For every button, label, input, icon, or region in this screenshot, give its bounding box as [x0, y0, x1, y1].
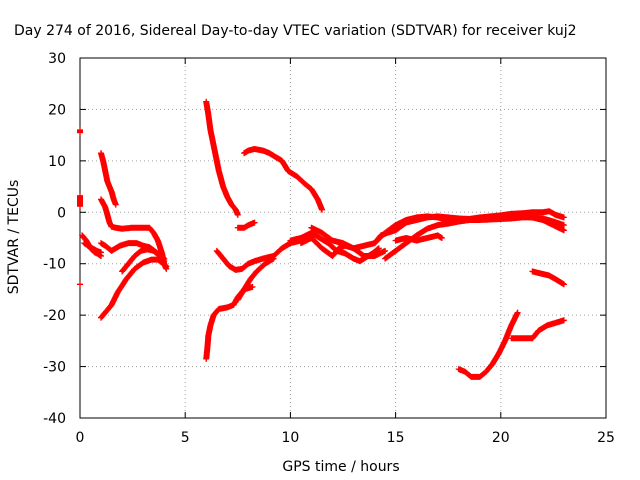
data-point-trace [119, 246, 168, 275]
y-tick-label: 10 [48, 154, 66, 170]
series-s22 [392, 232, 445, 244]
series-s14 [234, 219, 258, 231]
data-point-trace [77, 192, 83, 210]
data-point-trace [508, 317, 567, 342]
y-tick-label: -20 [43, 308, 66, 324]
y-tick-label: -30 [43, 360, 66, 376]
series-s25 [529, 268, 567, 288]
data-point-trace [203, 283, 256, 362]
x-tick-label: 15 [387, 430, 405, 446]
series-s10 [119, 246, 168, 275]
data-point-trace [81, 240, 104, 256]
data-point-trace [234, 219, 258, 231]
series-s23 [455, 309, 521, 380]
series-s6 [98, 150, 119, 208]
series-s1 [77, 127, 83, 136]
data-point-trace [241, 146, 325, 213]
series-s21 [382, 213, 567, 262]
x-tick-label: 25 [597, 430, 615, 446]
data-point-trace [455, 309, 521, 380]
series-s24 [508, 317, 567, 342]
y-tick-label: 20 [48, 102, 66, 118]
chart-title: Day 274 of 2016, Sidereal Day-to-day VTE… [14, 23, 577, 39]
series-s3 [77, 281, 83, 288]
y-tick-label: 0 [57, 205, 66, 221]
data-point-trace [77, 127, 83, 136]
series-s2 [77, 192, 83, 210]
series-s15 [234, 255, 277, 303]
x-tick-label: 0 [76, 430, 85, 446]
series-s11 [203, 98, 241, 218]
series-s12 [203, 283, 256, 362]
data-point-trace [98, 256, 170, 321]
x-tick-label: 10 [281, 430, 299, 446]
x-axis-label: GPS time / hours [282, 459, 399, 475]
y-tick-label: -10 [43, 257, 66, 273]
ticks: 0 5 10 15 20 25 -40 -30 -20 -10 0 10 20 30 [43, 51, 615, 446]
y-tick-label: 30 [48, 51, 66, 67]
series-s16 [241, 146, 325, 213]
data-point-trace [203, 98, 241, 218]
data-marks [77, 98, 567, 380]
series-s8 [98, 256, 170, 321]
y-axis-label: SDTVAR / TECUs [6, 180, 22, 295]
data-point-trace [392, 232, 445, 244]
data-point-trace [382, 213, 567, 262]
x-tick-label: 20 [492, 430, 510, 446]
data-point-trace [98, 150, 119, 208]
plot-frame [79, 57, 607, 419]
series-s5 [81, 240, 104, 256]
data-point-trace [77, 281, 83, 288]
y-tick-label: -40 [43, 411, 66, 427]
x-tick-label: 5 [181, 430, 190, 446]
data-point-trace [234, 255, 277, 303]
data-point-trace [529, 268, 567, 288]
